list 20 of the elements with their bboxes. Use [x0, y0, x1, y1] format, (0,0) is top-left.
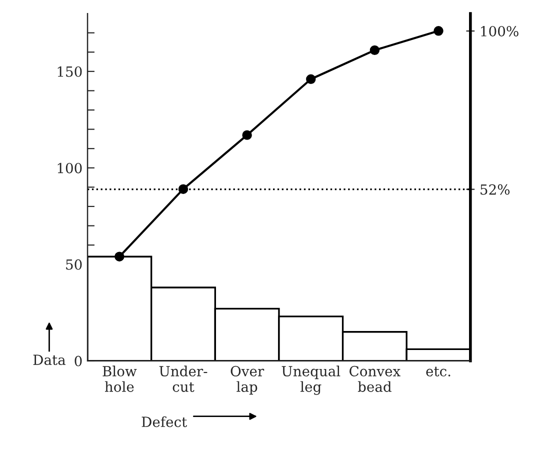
- y2-tick-label: 100%: [481, 26, 518, 36]
- point: [114, 252, 124, 262]
- x-tick-label: Over lap: [230, 366, 264, 395]
- y-tick-label: 150: [58, 66, 82, 77]
- point: [370, 45, 380, 56]
- point: [434, 26, 444, 36]
- point: [178, 184, 188, 194]
- y2-tick-label: 52%: [480, 184, 510, 195]
- point: [242, 130, 252, 140]
- x-tick-label: etc.: [426, 366, 450, 376]
- y-tick-label: 100: [58, 162, 82, 174]
- y-tick-label: 0: [74, 356, 82, 366]
- y-axis-title: Data: [33, 354, 66, 366]
- point: [306, 74, 316, 84]
- x-tick-label: Blow hole: [102, 366, 137, 392]
- x-axis-title: Defect: [142, 416, 188, 428]
- x-tick-label: Unequal leg: [282, 366, 340, 395]
- y-tick-label: 50: [66, 259, 82, 270]
- x-tick-label: Under- cut: [159, 366, 208, 392]
- x-tick-label: Convex bead: [350, 366, 400, 392]
